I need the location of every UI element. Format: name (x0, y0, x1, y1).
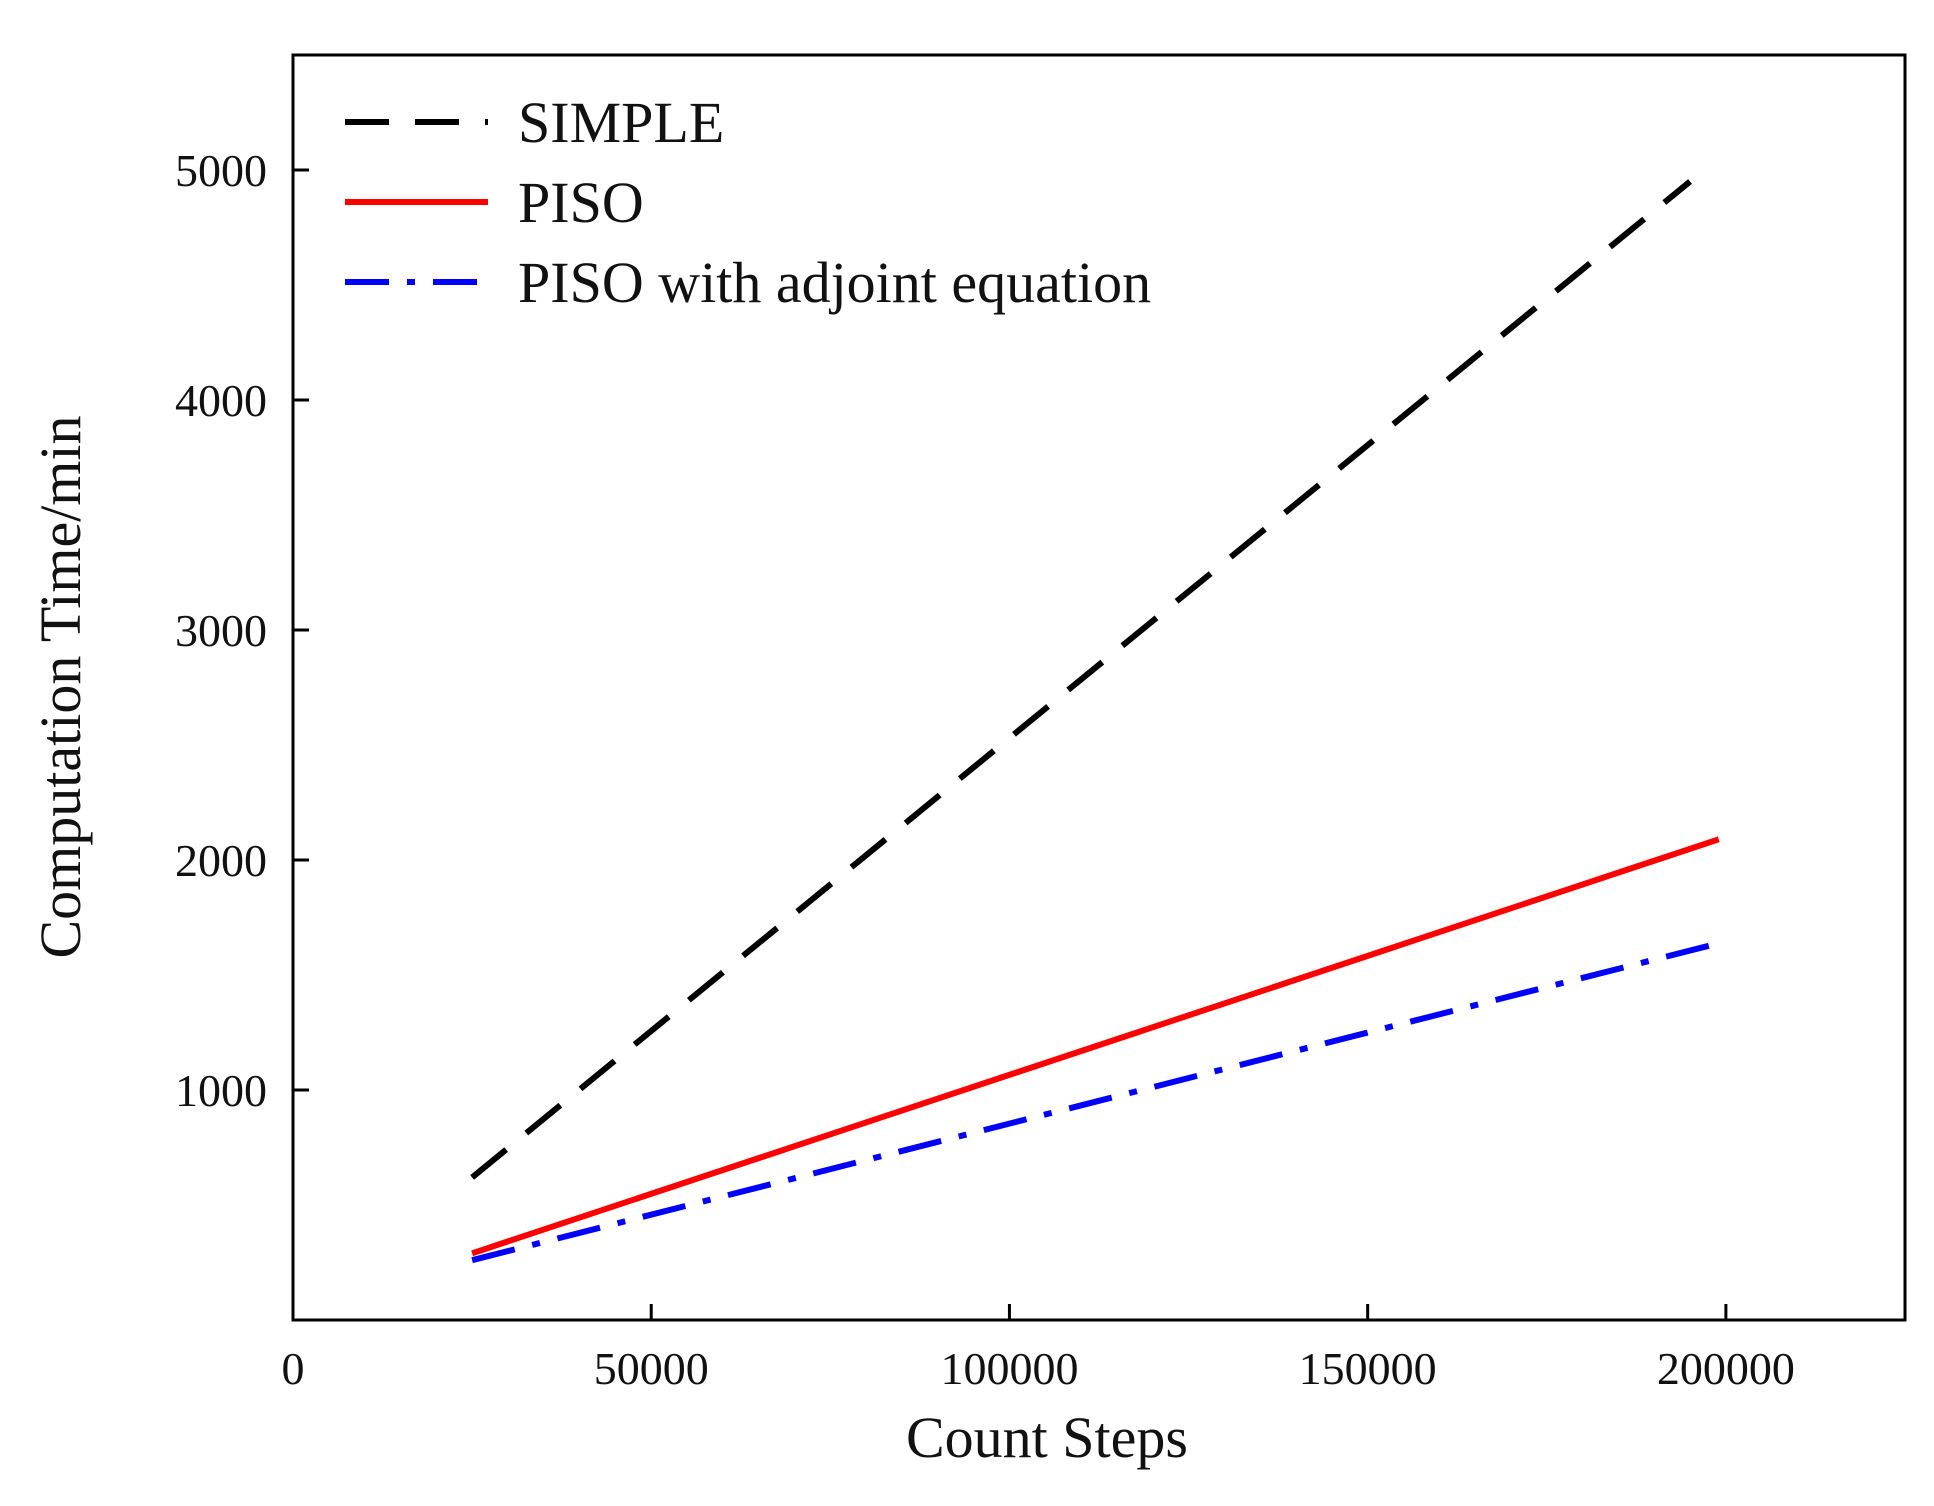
y-tick-label: 5000 (175, 145, 267, 196)
legend-label-1: SIMPLE (518, 90, 724, 155)
series-layer (470, 179, 1720, 1264)
x-tick-label: 50000 (594, 1343, 709, 1394)
plot-frame (291, 53, 1907, 1322)
y-axis-ticks: 1000 2000 3000 4000 5000 (175, 145, 309, 1116)
x-tick-label: 150000 (1299, 1343, 1437, 1394)
legend-label-3: PISO with adjoint equation (518, 250, 1151, 315)
legend-label-2: PISO (518, 170, 644, 235)
series-line-3 (471, 942, 1713, 1264)
series-line-1 (470, 179, 1692, 1180)
series-line-2 (471, 836, 1720, 1257)
y-tick-label: 2000 (175, 835, 267, 886)
legend: SIMPLE PISO PISO with adjoint equation (345, 90, 1151, 315)
y-tick-label: 3000 (175, 605, 267, 656)
x-tick-label: 200000 (1657, 1343, 1795, 1394)
x-axis-title: Count Steps (906, 1405, 1188, 1470)
y-tick-label: 4000 (175, 375, 267, 426)
x-tick-label: 100000 (940, 1343, 1078, 1394)
y-axis-title: Computation Time/min (28, 415, 93, 958)
x-tick-label: 0 (282, 1343, 305, 1394)
y-tick-label: 1000 (175, 1065, 267, 1116)
x-axis-ticks: 0 50000 100000 150000 200000 (282, 1304, 1795, 1394)
